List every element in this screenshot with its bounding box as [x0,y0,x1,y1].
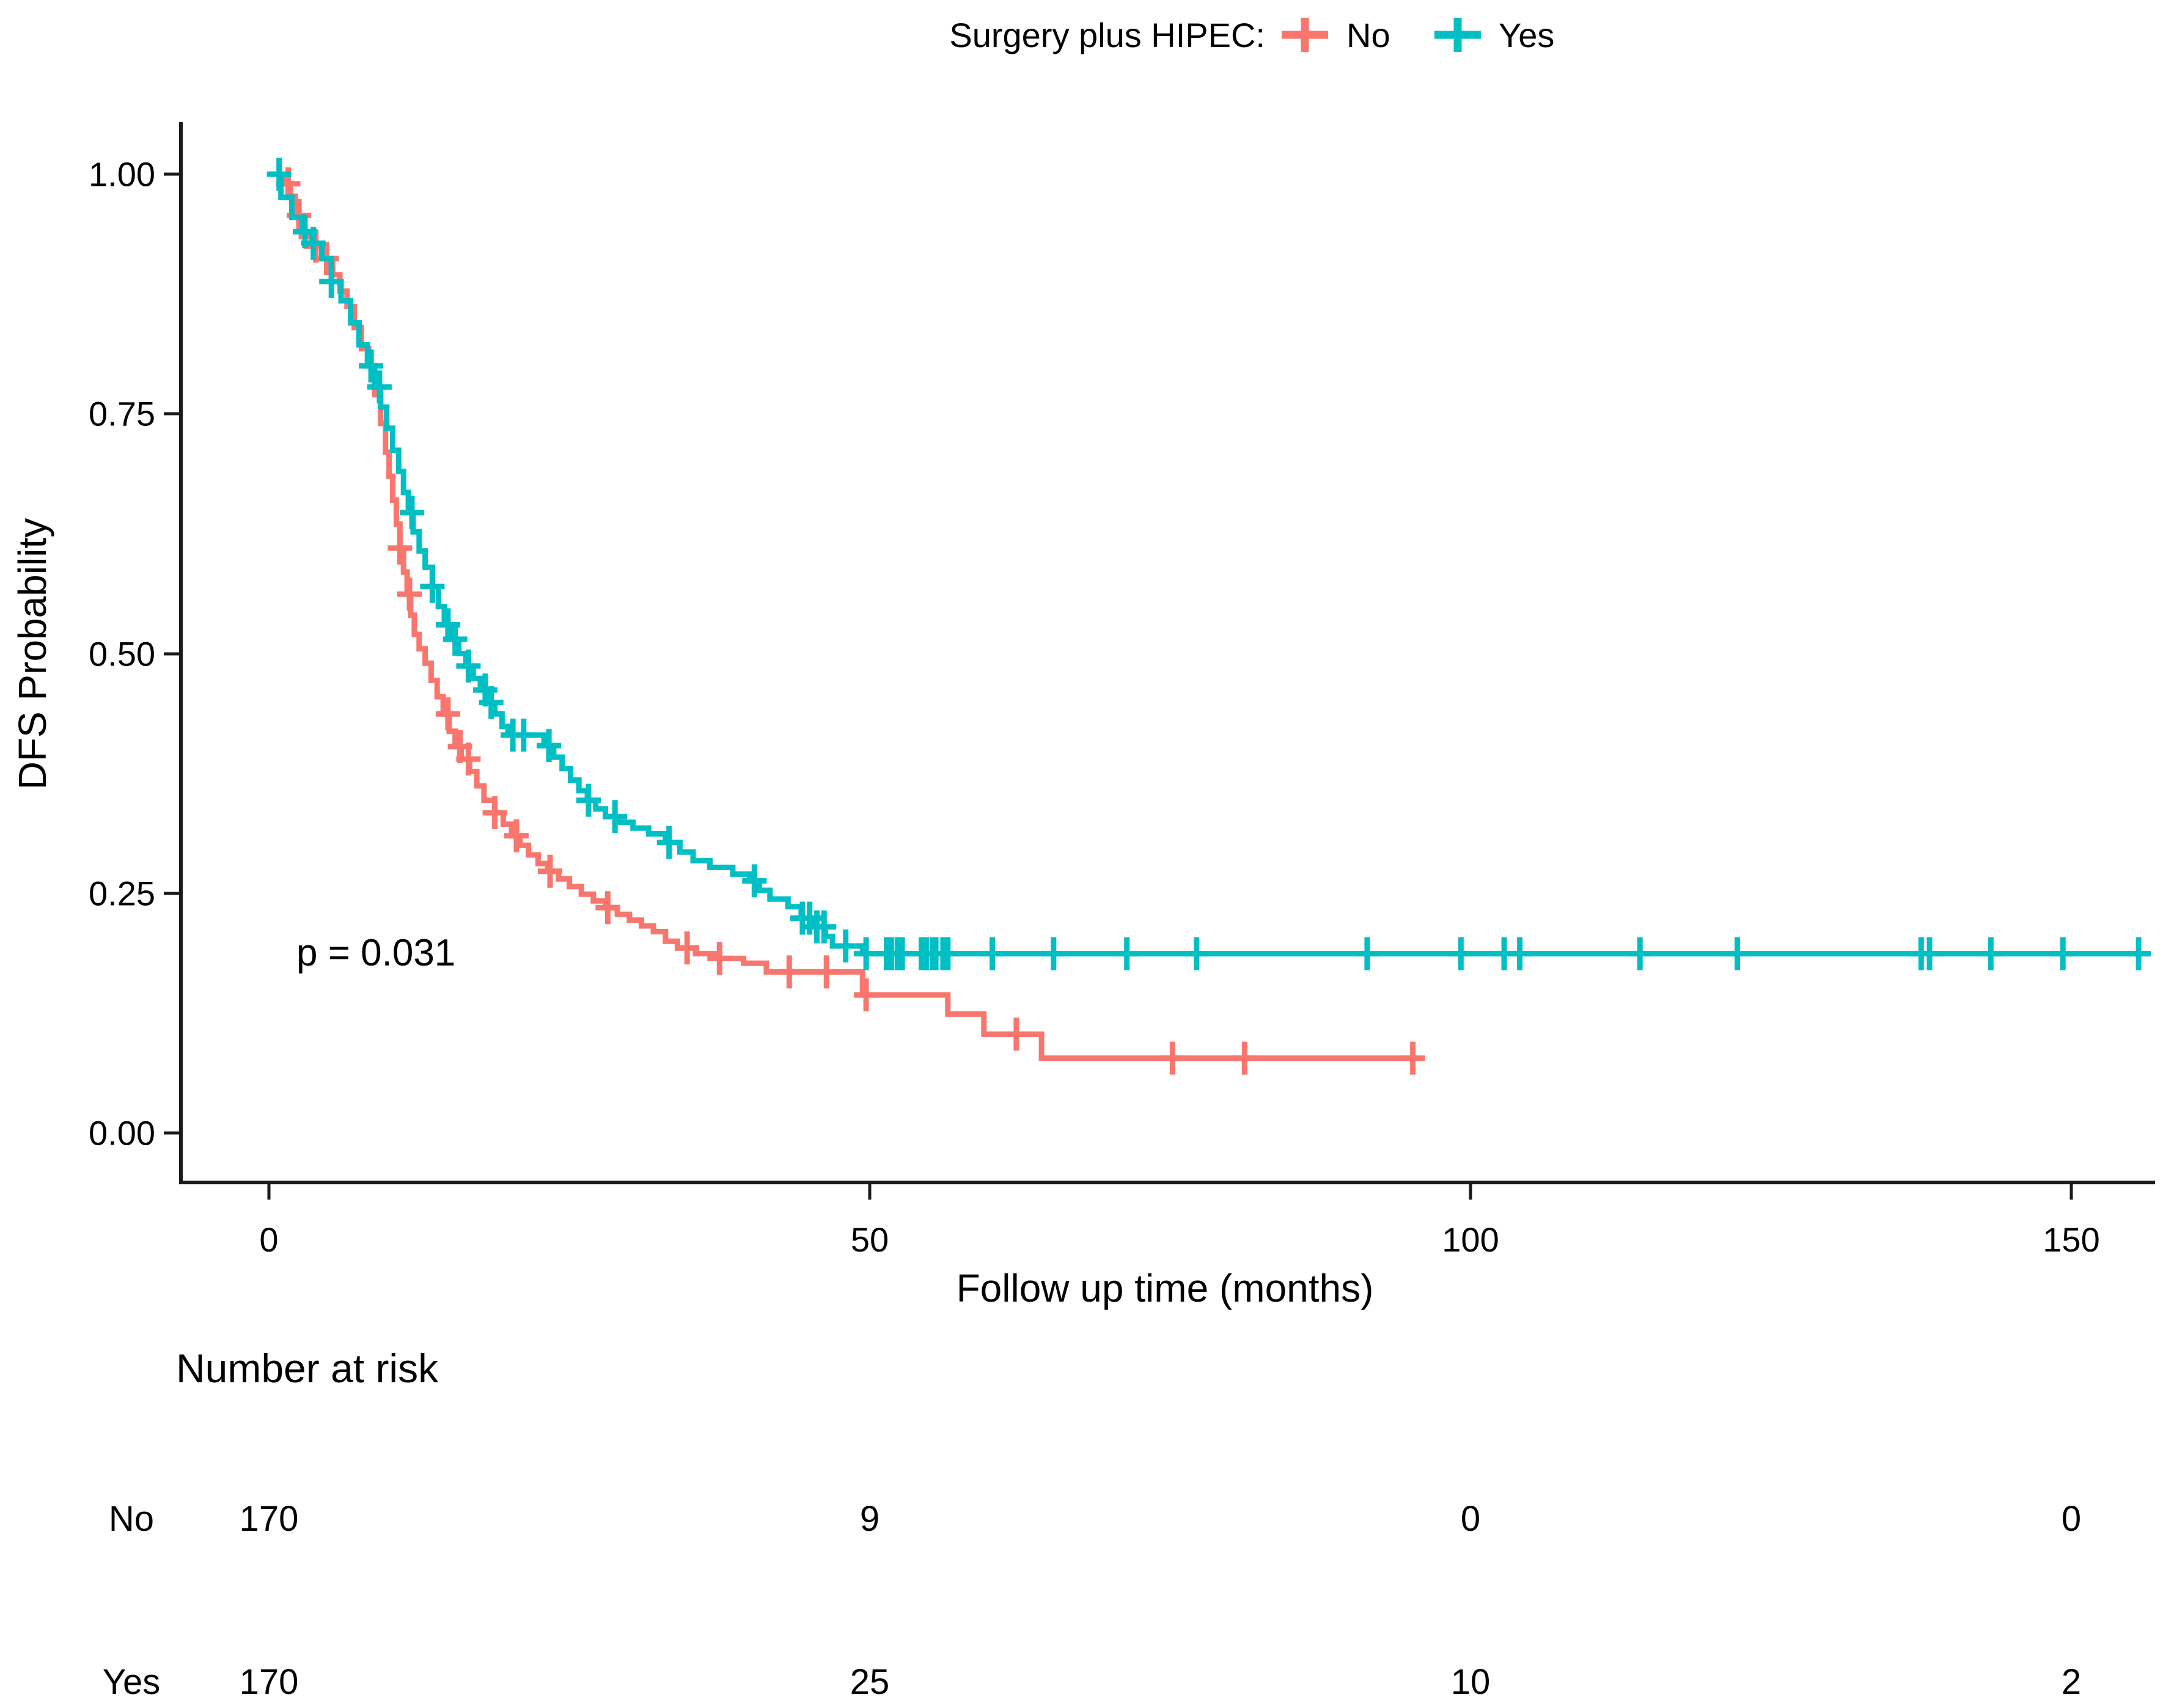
risk-value: 2 [2062,1662,2081,1702]
y-tick-label: 0.25 [89,874,155,913]
axes: 1.00 0.75 0.50 0.25 0.00 0 50 100 150 Fo… [10,122,2155,1310]
risk-value: 170 [240,1662,299,1702]
censor-plus-icon [1282,18,1328,52]
km-step-line-yes [269,171,2150,957]
y-tick-marks [164,172,181,1135]
x-tick-label: 0 [259,1220,278,1259]
km-curve-yes [266,158,2151,970]
risk-table-title: Number at risk [176,1346,439,1391]
legend: Surgery plus HIPEC: No Yes [949,16,1554,54]
y-tick-label: 0.75 [89,395,155,433]
risk-row-label-no: No [109,1499,154,1539]
y-tick-labels: 1.00 0.75 0.50 0.25 0.00 [89,155,155,1153]
x-tick-marks [267,1182,2073,1200]
y-axis-title: DFS Probability [10,518,54,790]
risk-value: 0 [2062,1499,2081,1539]
y-tick-label: 0.50 [89,635,155,673]
censor-plus-icon [1434,18,1481,52]
y-tick-label: 0.00 [89,1114,155,1153]
legend-title: Surgery plus HIPEC: [949,16,1265,54]
x-axis-title: Follow up time (months) [957,1266,1374,1310]
km-step-line-no [269,171,1413,1061]
risk-table: Number at risk No 170 9 0 0 Yes 170 25 1… [103,1346,2081,1702]
x-tick-label: 100 [1442,1220,1499,1259]
risk-value: 170 [240,1499,299,1539]
y-tick-label: 1.00 [89,155,155,194]
censor-marks-yes [266,158,2151,970]
risk-value: 0 [1461,1499,1480,1539]
p-value-annotation: p = 0.031 [296,932,455,974]
risk-value: 9 [860,1499,880,1539]
risk-value: 25 [850,1662,890,1702]
risk-value: 10 [1451,1662,1491,1702]
x-tick-label: 50 [851,1220,889,1259]
x-tick-labels: 0 50 100 150 [259,1220,2099,1259]
legend-item-yes-label: Yes [1499,16,1554,54]
legend-item-no-label: No [1346,16,1390,54]
risk-row-label-yes: Yes [103,1662,161,1702]
x-tick-label: 150 [2043,1220,2099,1259]
